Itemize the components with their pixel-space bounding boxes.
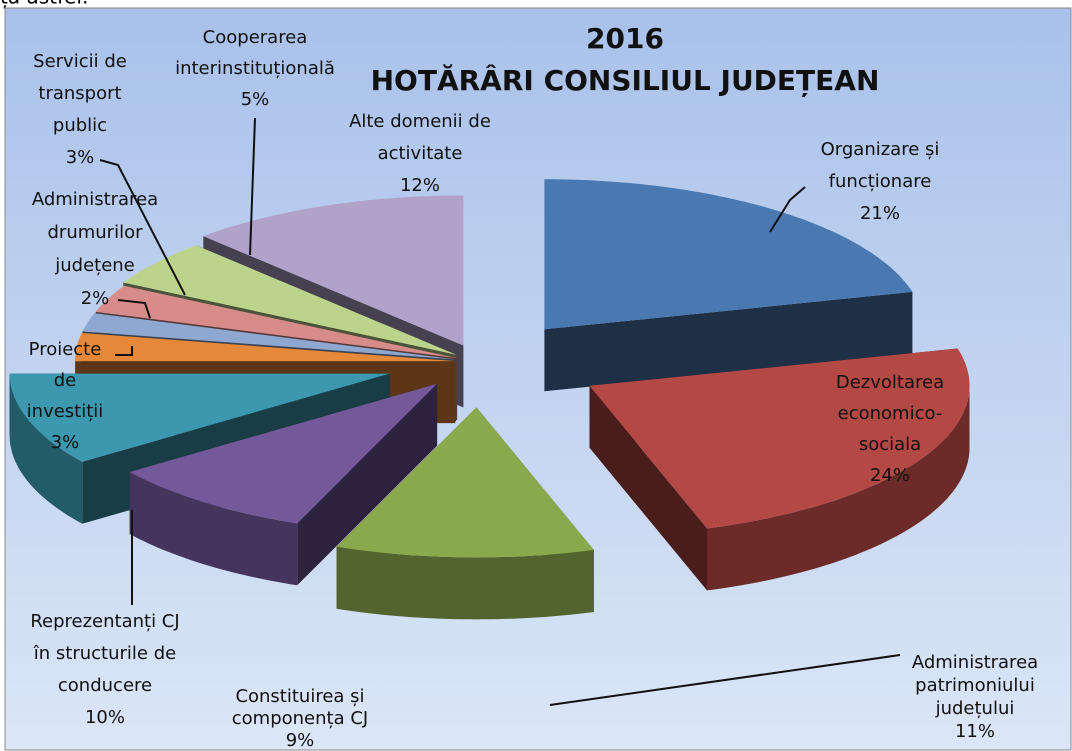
slice-label: Reprezentanți CJ — [30, 611, 179, 632]
slice-label: Alte domenii de — [349, 111, 491, 132]
leader-line — [549, 654, 901, 706]
chart-title: HOTĂRÂRI CONSILIUL JUDEȚEAN — [371, 63, 880, 97]
slice-label: funcționare — [829, 171, 932, 192]
value-label: 3% — [51, 432, 80, 453]
slice-label: sociala — [859, 434, 921, 455]
value-label: 3% — [66, 147, 95, 168]
slice — [9, 373, 390, 462]
slice-label: de — [54, 370, 77, 391]
slice-label: componența CJ — [232, 708, 368, 729]
slice — [82, 313, 456, 360]
slice-label: Cooperarea — [203, 27, 308, 48]
slice-label: Proiecte — [29, 339, 102, 360]
slice-side — [9, 373, 83, 524]
slice-side — [707, 385, 970, 591]
value-label: 11% — [955, 721, 995, 742]
slice-label: Administrarea — [32, 189, 158, 210]
slice-label: Administrarea — [912, 652, 1038, 673]
value-label: 21% — [860, 203, 900, 224]
slice-label: Dezvoltarea — [836, 372, 944, 393]
value-label: 10% — [85, 707, 125, 728]
value-label: 12% — [400, 175, 440, 196]
slice — [75, 333, 456, 362]
slice — [544, 179, 913, 330]
value-label: 2% — [81, 288, 110, 309]
slice — [95, 285, 458, 359]
slice-label: interinstituțională — [175, 58, 335, 79]
slice-label: public — [53, 115, 107, 136]
leader-line — [249, 117, 256, 256]
slice-side — [336, 546, 594, 620]
leader-line — [115, 346, 133, 356]
slice-label: județene — [54, 255, 135, 276]
value-label: 9% — [286, 730, 315, 751]
leader-line — [99, 159, 186, 296]
page-text: ța astfel: — [0, 0, 89, 9]
slice-label: Organizare și — [821, 139, 940, 160]
slice-label: patrimoniului — [915, 675, 1035, 696]
slice-label: Servicii de — [33, 51, 127, 72]
slice — [123, 245, 457, 355]
slice-label: transport — [38, 83, 121, 104]
slice-label: investiții — [27, 401, 104, 422]
value-label: 5% — [241, 89, 270, 110]
slice-label: drumurilor — [48, 222, 144, 243]
slice — [589, 348, 970, 529]
slice-label: activitate — [378, 143, 463, 164]
value-label: 24% — [870, 465, 910, 486]
slice-label: Constituirea și — [235, 686, 364, 707]
slice-label: economico- — [838, 403, 943, 424]
slice — [129, 383, 438, 524]
slice-label: județului — [935, 698, 1015, 719]
chart-title: 2016 — [586, 22, 664, 55]
slice-side — [544, 291, 913, 392]
leader-line — [769, 186, 806, 233]
slice — [203, 195, 464, 346]
slice-label: conducere — [58, 675, 152, 696]
slice — [336, 407, 594, 558]
slice-label: în structurile de — [33, 643, 176, 664]
slice-side — [129, 472, 298, 586]
leader-line — [117, 299, 151, 319]
slice-side — [589, 385, 707, 591]
